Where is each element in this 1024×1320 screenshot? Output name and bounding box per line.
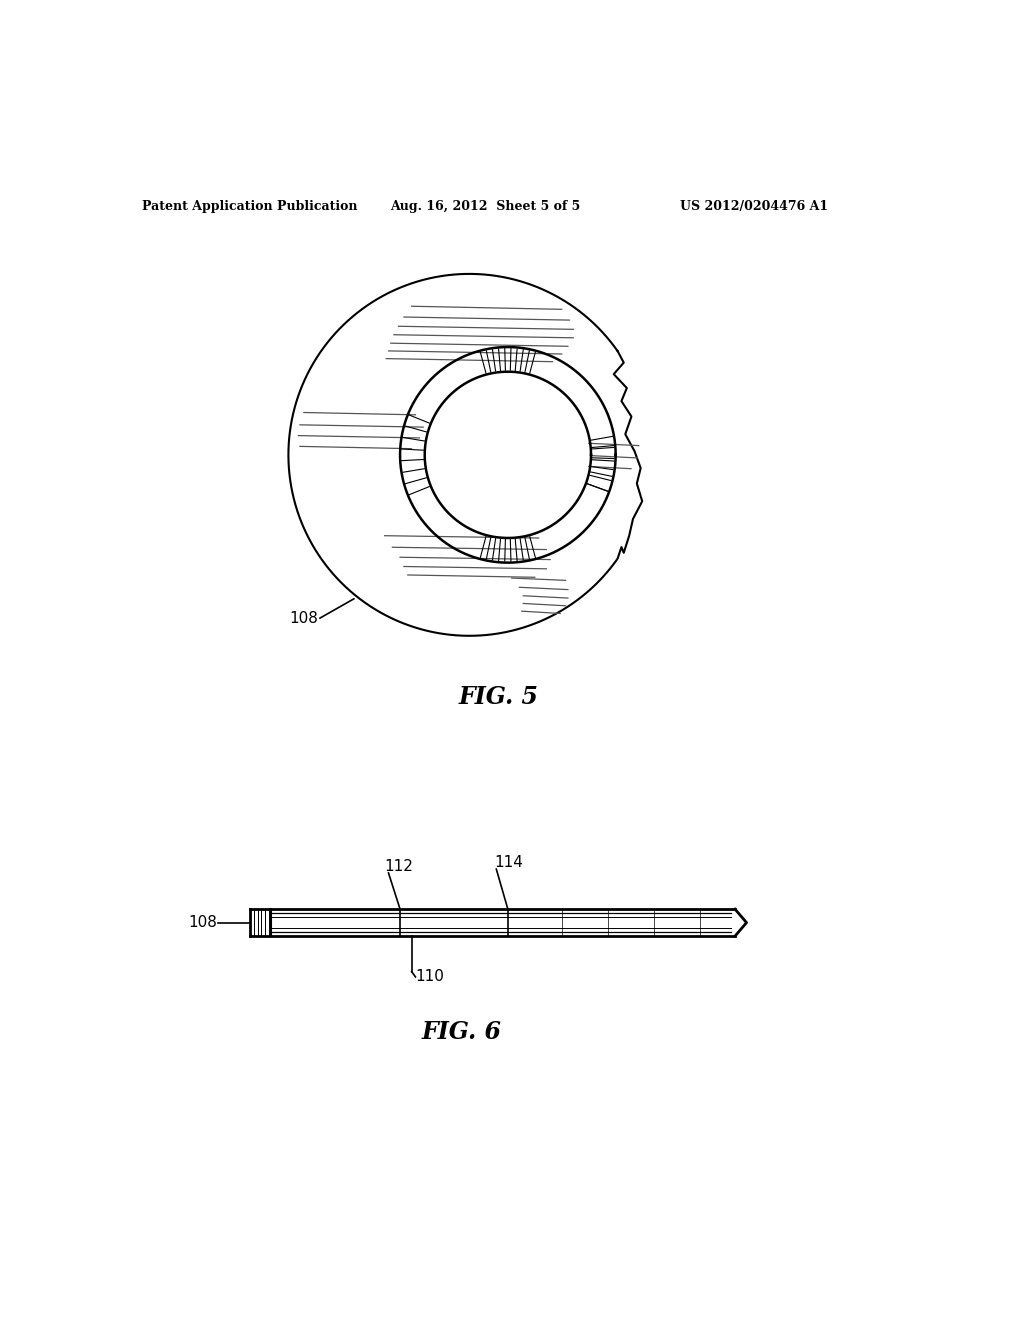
Text: Aug. 16, 2012  Sheet 5 of 5: Aug. 16, 2012 Sheet 5 of 5 — [390, 199, 580, 213]
Text: Patent Application Publication: Patent Application Publication — [142, 199, 357, 213]
Text: 108: 108 — [188, 915, 217, 931]
Text: FIG. 6: FIG. 6 — [422, 1020, 502, 1044]
Text: 110: 110 — [416, 969, 444, 983]
Text: 114: 114 — [494, 855, 523, 870]
Text: 112: 112 — [385, 859, 414, 874]
Text: 108: 108 — [290, 611, 318, 626]
Text: FIG. 5: FIG. 5 — [459, 685, 539, 709]
Text: US 2012/0204476 A1: US 2012/0204476 A1 — [680, 199, 828, 213]
